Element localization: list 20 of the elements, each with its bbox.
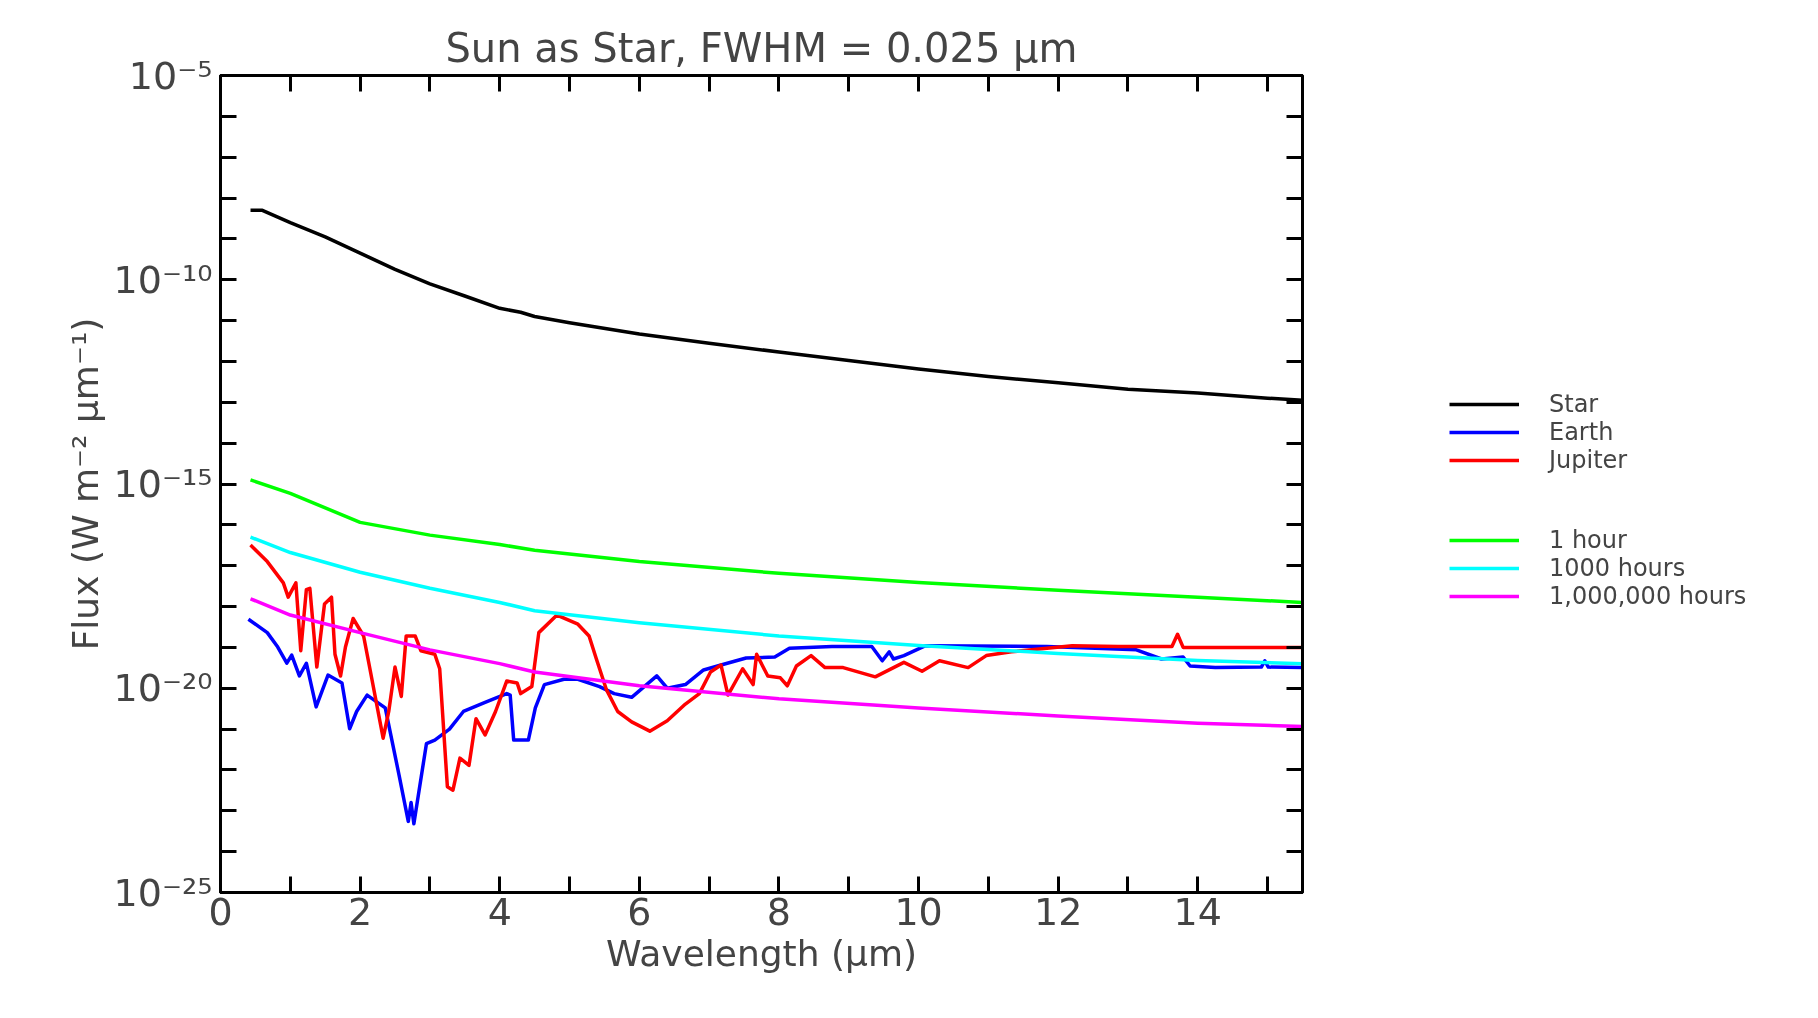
x-axis-title: Wavelength (μm)	[605, 932, 918, 974]
x-tick-label: 12	[1034, 889, 1083, 934]
legend-label: 1000 hours	[1549, 554, 1686, 582]
y-tick-label: 10⁻¹⁰	[113, 257, 213, 302]
legend-label: 1 hour	[1549, 526, 1627, 554]
legend-label: Jupiter	[1549, 446, 1628, 474]
x-tick-label: 2	[348, 889, 373, 934]
y-tick-label: 10⁻²⁰	[113, 666, 213, 711]
chart-title: Sun as Star, FWHM = 0.025 μm	[445, 24, 1078, 71]
y-tick-label: 10⁻⁵	[128, 53, 213, 98]
x-tick-label: 14	[1173, 889, 1222, 934]
x-tick-label: 4	[487, 889, 512, 934]
x-tick-label: 10	[894, 889, 943, 934]
legend-label: Earth	[1549, 418, 1614, 446]
y-axis-title: Flux (W m⁻² μm⁻¹)	[64, 317, 106, 651]
x-tick-label: 6	[627, 889, 652, 934]
x-tick-label: 8	[766, 889, 792, 934]
y-tick-label: 10⁻¹⁵	[113, 462, 213, 506]
legend-label: Star	[1549, 390, 1599, 418]
legend-label: 1,000,000 hours	[1549, 582, 1747, 610]
